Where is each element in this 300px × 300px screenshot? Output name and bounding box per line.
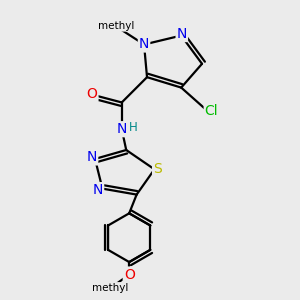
Text: N: N [93, 183, 103, 197]
Text: N: N [87, 150, 97, 164]
Text: methyl: methyl [98, 21, 134, 31]
Text: H: H [129, 121, 137, 134]
Text: N: N [117, 122, 127, 136]
Text: methyl: methyl [92, 283, 128, 293]
Text: Cl: Cl [205, 104, 218, 118]
Text: O: O [87, 86, 98, 100]
Text: N: N [177, 27, 187, 41]
Text: O: O [124, 268, 135, 281]
Text: S: S [153, 162, 162, 176]
Text: N: N [139, 38, 149, 52]
